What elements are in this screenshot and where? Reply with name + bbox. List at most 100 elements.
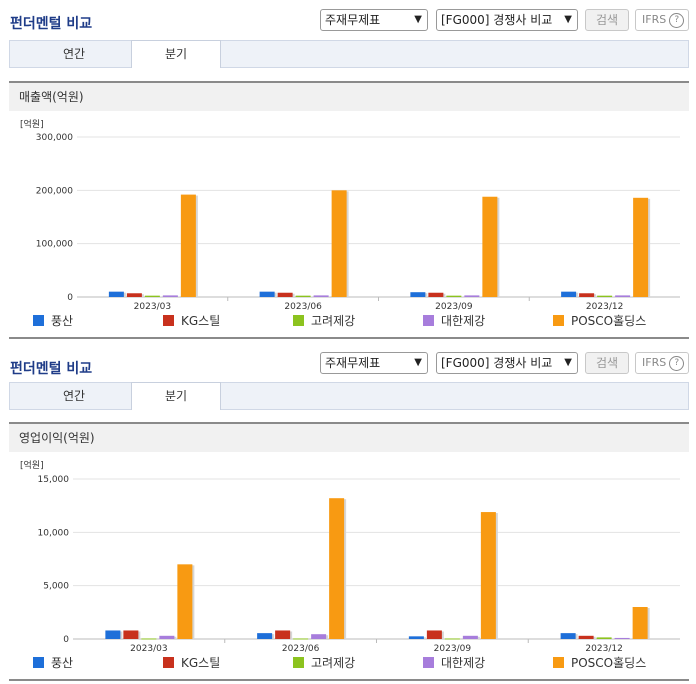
ifrs-help-button[interactable]: IFRS?: [635, 352, 689, 374]
bar-posco홀딩스-2023-09: [480, 512, 496, 639]
select-value: [FG000] 경쟁사 비교: [441, 356, 553, 370]
x-tick-label: 2023/09: [435, 302, 473, 312]
bar-대한제강-2023-09: [462, 635, 478, 639]
bar-풍산-2023-12: [560, 633, 576, 639]
legend-item-posco홀딩스[interactable]: POSCO홀딩스: [553, 655, 646, 671]
comparison-group-select[interactable]: [FG000] 경쟁사 비교 ▼: [436, 352, 578, 374]
ifrs-help-button[interactable]: IFRS?: [635, 9, 689, 31]
section-title: 펀더멘털 비교: [10, 16, 93, 32]
x-tick-label: 2023/06: [282, 644, 320, 654]
legend-item-posco홀딩스[interactable]: POSCO홀딩스: [553, 313, 646, 329]
bar-kg스틸-2023-12: [579, 293, 595, 297]
legend-label: 풍산: [51, 314, 74, 328]
bar-kg스틸-2023-09: [426, 630, 442, 639]
chart-title: 매출액(억원): [9, 81, 689, 111]
bar-대한제강-2023-06: [311, 634, 327, 639]
tab-quarterly[interactable]: 분기: [131, 382, 221, 410]
legend-item-kg스틸[interactable]: KG스틸: [163, 313, 220, 329]
bar-대한제강-2023-12: [615, 295, 631, 297]
section-divider: [9, 337, 689, 339]
fundamental-section-1: 펀더멘털 비교 주재무제표 ▼ [FG000] 경쟁사 비교 ▼ 검색 IFRS? …: [0, 0, 696, 340]
operating-profit-chart: [억원] 0 5,000 10,000 15,000 2023/03 2023/06 2023…: [20, 459, 680, 654]
search-button[interactable]: 검색: [585, 352, 629, 374]
tab-quarterly[interactable]: 분기: [131, 40, 221, 68]
legend-swatch: [33, 315, 44, 326]
x-tick-label: 2023/12: [585, 644, 622, 654]
unit-label: [억원]: [20, 459, 44, 471]
bar-풍산-2023-06: [257, 633, 273, 639]
legend-item-고려제강[interactable]: 고려제강: [293, 655, 355, 671]
legend-item-kg스틸[interactable]: KG스틸: [163, 655, 220, 671]
legend-swatch: [553, 657, 564, 668]
legend-label: POSCO홀딩스: [571, 656, 647, 670]
bar-고려제강-2023-03: [144, 295, 160, 297]
select-value: 주재무제표: [325, 13, 381, 27]
legend-label: 대한제강: [441, 656, 486, 670]
bar-kg스틸-2023-12: [578, 635, 594, 639]
legend-item-대한제강[interactable]: 대한제강: [423, 313, 485, 329]
select-value: 주재무제표: [325, 356, 381, 370]
tab-annual[interactable]: 연간: [62, 47, 86, 61]
help-icon: ?: [669, 355, 685, 371]
y-tick-label: 0: [63, 635, 69, 645]
y-tick-label: 15,000: [38, 475, 70, 485]
period-tabs: 연간 분기: [9, 40, 689, 68]
tab-annual[interactable]: 연간: [62, 389, 86, 403]
comparison-group-select[interactable]: [FG000] 경쟁사 비교 ▼: [436, 9, 578, 31]
chart-legend: 풍산 KG스틸 고려제강 대한제강 POSCO홀딩스: [0, 655, 696, 671]
bar-posco홀딩스-2023-06: [331, 190, 347, 297]
bar-고려제강-2023-09: [446, 295, 462, 297]
bar-posco홀딩스-2023-03: [180, 194, 196, 297]
bar-풍산-2023-12: [561, 291, 577, 297]
help-icon: ?: [669, 12, 685, 28]
legend-label: KG스틸: [181, 314, 221, 328]
x-tick-label: 2023/09: [434, 644, 472, 654]
bar-kg스틸-2023-03: [123, 630, 139, 639]
select-value: [FG000] 경쟁사 비교: [441, 13, 553, 27]
bar-대한제강-2023-09: [464, 295, 480, 297]
bar-풍산-2023-06: [259, 291, 275, 297]
bar-고려제강-2023-03: [141, 638, 157, 640]
legend-swatch: [163, 657, 174, 668]
bar-풍산-2023-03: [108, 291, 124, 297]
y-tick-label: 5,000: [43, 582, 69, 592]
legend-item-고려제강[interactable]: 고려제강: [293, 313, 355, 329]
bar-posco홀딩스-2023-06: [329, 498, 345, 639]
x-tick-label: 2023/03: [134, 302, 171, 312]
unit-label: [억원]: [20, 118, 44, 130]
bar-posco홀딩스-2023-09: [482, 196, 498, 297]
bar-고려제강-2023-09: [444, 638, 460, 640]
bar-고려제강-2023-12: [597, 295, 613, 297]
bar-posco홀딩스-2023-12: [633, 197, 649, 297]
bar-고려제강-2023-12: [596, 637, 612, 639]
legend-item-풍산[interactable]: 풍산: [33, 313, 73, 329]
chart-title: 영업이익(억원): [9, 422, 689, 452]
y-tick-label: 300,000: [36, 133, 73, 143]
bar-고려제강-2023-06: [293, 638, 309, 640]
legend-label: 고려제강: [311, 314, 356, 328]
legend-swatch: [293, 657, 304, 668]
legend-item-풍산[interactable]: 풍산: [33, 655, 73, 671]
ifrs-label: IFRS: [642, 13, 667, 26]
chevron-down-icon: ▼: [414, 357, 422, 368]
legend-label: KG스틸: [181, 656, 221, 670]
search-button[interactable]: 검색: [585, 9, 629, 31]
legend-label: 대한제강: [441, 314, 486, 328]
financial-statement-select[interactable]: 주재무제표 ▼: [320, 9, 428, 31]
bar-풍산-2023-03: [105, 630, 121, 639]
bar-풍산-2023-09: [410, 292, 426, 297]
legend-swatch: [553, 315, 564, 326]
bar-고려제강-2023-06: [295, 295, 311, 297]
legend-swatch: [423, 657, 434, 668]
y-tick-label: 100,000: [36, 240, 73, 250]
legend-label: 풍산: [51, 656, 74, 670]
legend-item-대한제강[interactable]: 대한제강: [423, 655, 485, 671]
bar-대한제강-2023-06: [313, 295, 329, 297]
revenue-chart: [억원] 0 100,000 200,000 300,000 2023/03 2023/06…: [20, 118, 680, 312]
bar-대한제강-2023-03: [162, 295, 178, 297]
legend-label: 고려제강: [311, 656, 356, 670]
financial-statement-select[interactable]: 주재무제표 ▼: [320, 352, 428, 374]
bar-대한제강-2023-12: [614, 637, 630, 639]
x-tick-label: 2023/03: [130, 644, 167, 654]
x-tick-label: 2023/12: [586, 302, 623, 312]
